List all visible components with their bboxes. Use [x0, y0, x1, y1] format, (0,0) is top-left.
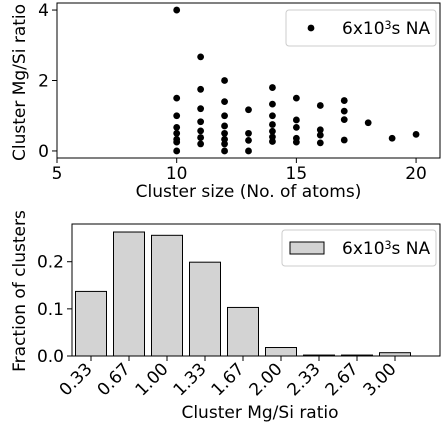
- bar-legend-swatch: [289, 241, 325, 255]
- scatter-point: [173, 123, 181, 131]
- scatter-point: [221, 147, 228, 155]
- bar: [341, 354, 373, 357]
- scatter-point: [245, 147, 252, 155]
- scatter-point: [197, 140, 205, 148]
- bar: [265, 347, 297, 357]
- scatter-point: [197, 127, 205, 135]
- scatter-y-tick-label: 4: [38, 1, 49, 21]
- scatter-point: [197, 85, 205, 93]
- scatter-point: [364, 119, 372, 127]
- scatter-point: [316, 126, 324, 134]
- scatter-point: [245, 129, 252, 137]
- scatter-point: [245, 106, 252, 114]
- scatter-point: [388, 134, 396, 142]
- scatter-x-axis-label: Cluster size (No. of atoms): [136, 182, 362, 202]
- scatter-point: [269, 138, 276, 145]
- bar-x-tick-label: 1.67: [208, 359, 249, 400]
- bar-x-tick-label: 2.67: [322, 359, 363, 400]
- bar-x-axis-label: Cluster Mg/Si ratio: [181, 403, 338, 423]
- bar: [303, 354, 335, 357]
- scatter-x-tick-label: 10: [166, 164, 188, 184]
- bar: [227, 306, 259, 357]
- scatter-point: [221, 77, 228, 84]
- bar-x-tick-label: 2.33: [284, 359, 325, 400]
- bar-x-tick-label: 1.33: [170, 359, 211, 400]
- scatter-legend-label: 6x103s NA: [342, 19, 431, 39]
- scatter-point: [316, 139, 324, 147]
- scatter-point: [269, 112, 276, 120]
- scatter-point: [173, 6, 181, 14]
- bar-y-tick-label: 0.1: [37, 300, 64, 320]
- scatter-point: [292, 116, 300, 124]
- scatter-point: [173, 112, 181, 120]
- bar-legend-box: [281, 229, 437, 267]
- scatter-point: [173, 129, 181, 137]
- scatter-point: [245, 136, 252, 144]
- bar-y-tick-label: 0.2: [37, 253, 64, 273]
- scatter-x-tick-label: 5: [52, 164, 63, 184]
- scatter-point: [340, 107, 348, 115]
- scatter-point: [197, 118, 205, 126]
- scatter-point: [269, 84, 276, 91]
- scatter-point: [173, 94, 181, 102]
- scatter-point: [221, 112, 228, 120]
- bar: [75, 290, 107, 357]
- scatter-y-tick-label: 0: [38, 142, 49, 162]
- scatter-y-axis-label: Cluster Mg/Si ratio: [10, 4, 30, 161]
- bar-x-tick-label: 0.67: [94, 359, 135, 400]
- bar: [113, 231, 145, 357]
- scatter-x-tick-label: 20: [405, 164, 427, 184]
- scatter-point: [340, 97, 348, 104]
- scatter-point: [292, 138, 300, 146]
- scatter-point: [197, 134, 205, 141]
- scatter-point: [269, 121, 276, 128]
- scatter-point: [173, 147, 181, 155]
- bar-y-axis-label: Fraction of clusters: [10, 210, 30, 372]
- scatter-point: [292, 94, 300, 102]
- bar-x-tick-label: 3.00: [360, 359, 401, 400]
- scatter-legend-marker: [307, 24, 315, 32]
- scatter-point: [269, 100, 276, 108]
- scatter-point: [340, 116, 348, 124]
- scatter-point: [412, 130, 420, 138]
- bar-x-tick-label: 1.00: [132, 359, 173, 400]
- bar: [189, 261, 221, 357]
- bar-y-tick-label: 0.0: [37, 347, 64, 367]
- bar-x-tick-label: 2.00: [246, 359, 287, 400]
- scatter-x-tick-label: 15: [286, 164, 308, 184]
- scatter-point: [340, 136, 348, 144]
- bar: [151, 234, 183, 357]
- scatter-legend-box: [285, 9, 437, 47]
- scatter-point: [173, 138, 181, 146]
- scatter-point: [221, 98, 228, 106]
- bar-legend-label: 6x103s NA: [342, 239, 431, 259]
- scatter-point: [221, 129, 228, 137]
- scatter-point: [221, 140, 228, 148]
- scatter-point: [292, 123, 300, 131]
- scatter-point: [316, 131, 324, 139]
- scatter-point: [269, 127, 276, 135]
- bar: [379, 352, 411, 357]
- scatter-y-tick-label: 2: [38, 72, 49, 92]
- scatter-point: [316, 102, 324, 109]
- scatter-point: [197, 53, 205, 61]
- scatter-point: [221, 122, 228, 130]
- scatter-point: [197, 105, 205, 113]
